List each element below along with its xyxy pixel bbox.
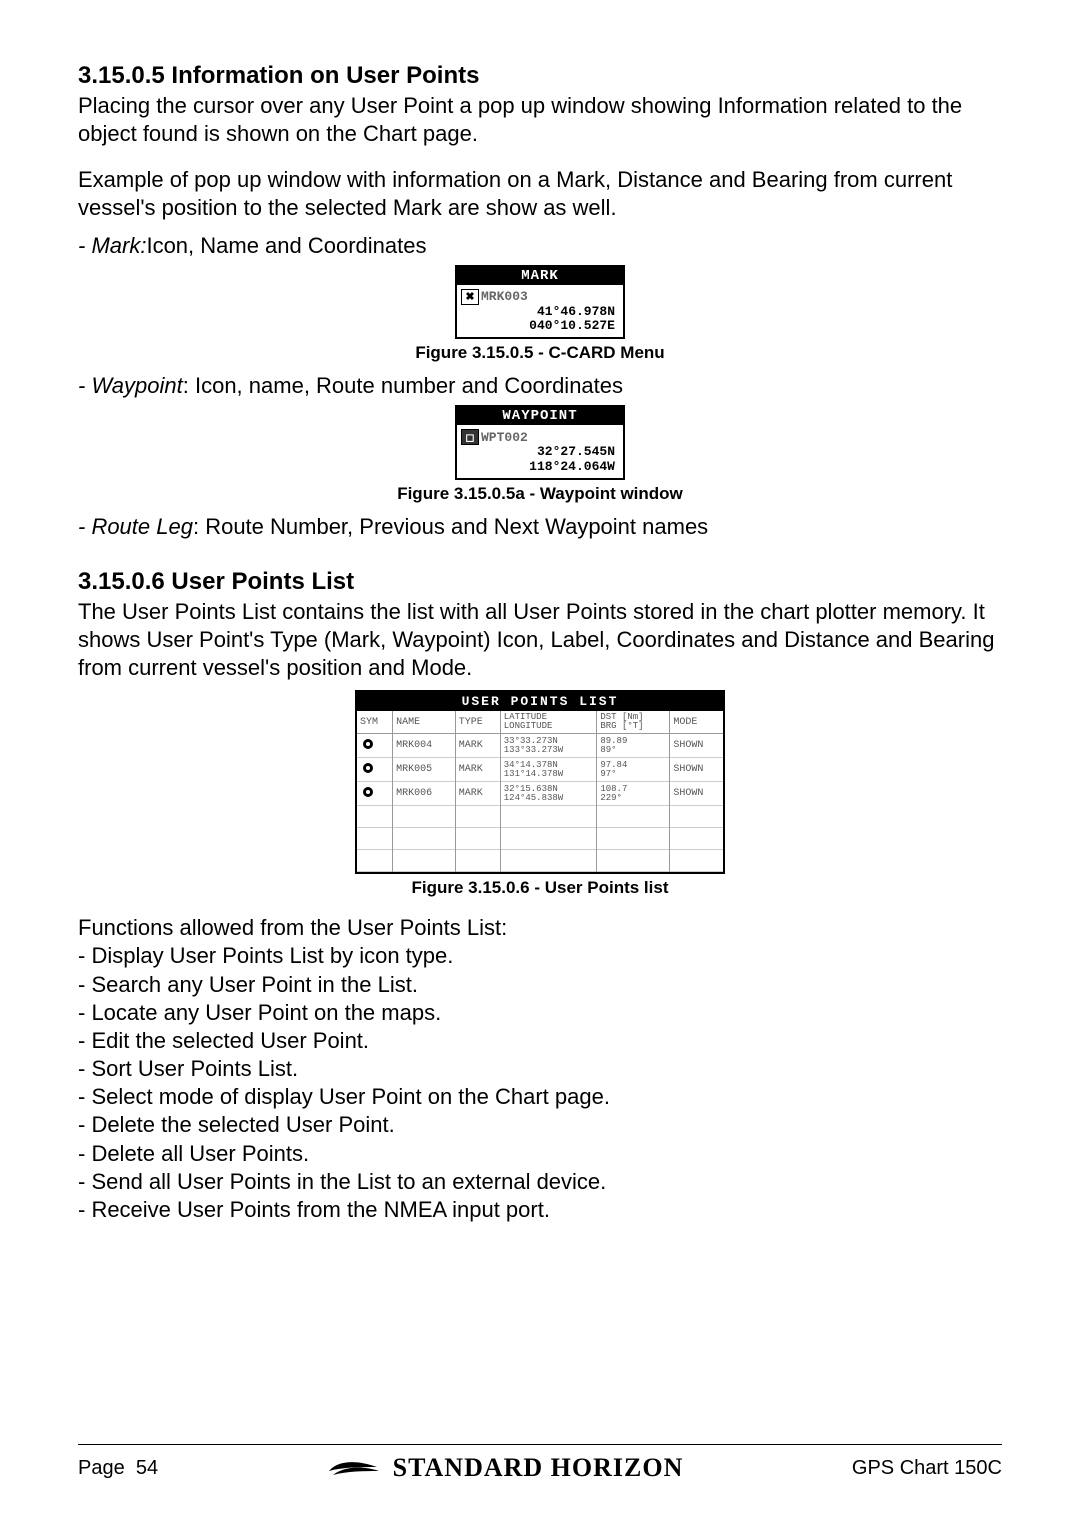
mark-popup-figure: MARK ✖ MRK003 41°46.978N 040°10.527E [455,265,625,340]
mark-popup-name: MRK003 [481,289,528,304]
list-item: - Receive User Points from the NMEA inpu… [78,1196,1002,1224]
footer-model: GPS Chart 150C [852,1457,1002,1480]
col-type: TYPE [455,711,500,734]
heading2-title: User Points List [171,568,354,595]
table-row: MRK005MARK34°14.378N131°14.378W97.8497°S… [357,758,723,782]
waypoint-popup-figure: WAYPOINT ◻ WPT002 32°27.545N 118°24.064W [455,405,625,480]
wp-popup-coord2: 118°24.064W [461,460,619,474]
table-row-empty [357,828,723,850]
page-footer: Page 54 STANDARD HORIZON GPS Chart 150C [78,1444,1002,1483]
section-heading-1: 3.15.0.5 Information on User Points [78,62,1002,90]
mark-bullet: - Mark:Icon, Name and Coordinates [78,233,1002,259]
list-item: - Select mode of display User Point on t… [78,1083,1002,1111]
col-mode: MODE [670,711,723,734]
cell-latlon: 32°15.638N124°45.838W [500,782,597,806]
list-item: - Delete the selected User Point. [78,1111,1002,1139]
mark-icon [360,736,376,752]
mark-desc: Icon, Name and Coordinates [146,233,426,258]
footer-brand: STANDARD HORIZON [327,1453,684,1483]
wp-desc: : Icon, name, Route number and Coordinat… [183,373,623,398]
fig3-caption: Figure 3.15.0.6 - User Points list [78,878,1002,898]
col-dstbrg: DST [Nm]BRG [°T] [597,711,670,734]
col-name: NAME [393,711,456,734]
mark-icon [360,784,376,800]
list-item: - Display User Points List by icon type. [78,942,1002,970]
cell-name: MRK004 [393,734,456,758]
heading-num: 3.15.0.5 [78,62,165,89]
cell-dstbrg: 89.8989° [597,734,670,758]
table-row-empty [357,806,723,828]
cell-type: MARK [455,758,500,782]
list-item: - Delete all User Points. [78,1140,1002,1168]
footer-page: Page 54 [78,1457,158,1480]
list-item: - Locate any User Point on the maps. [78,999,1002,1027]
mark-popup-coord2: 040°10.527E [461,319,619,333]
para-2: Example of pop up window with informatio… [78,166,1002,222]
fig1-caption: Figure 3.15.0.5 - C-CARD Menu [78,343,1002,363]
cell-dstbrg: 97.8497° [597,758,670,782]
table-row-empty [357,850,723,872]
mark-icon [360,760,376,776]
wp-popup-name: WPT002 [481,430,528,445]
col-sym: SYM [357,711,393,734]
upl-table: SYM NAME TYPE LATITUDELONGITUDE DST [Nm]… [357,711,723,872]
swoosh-icon [327,1457,381,1479]
footer-brand-text: STANDARD HORIZON [393,1453,684,1483]
cell-sym [357,734,393,758]
cell-type: MARK [455,734,500,758]
wp-term: - Waypoint [78,373,183,398]
cell-mode: SHOWN [670,782,723,806]
para-1: Placing the cursor over any User Point a… [78,92,1002,148]
table-row: MRK004MARK33°33.273N133°33.273W89.8989°S… [357,734,723,758]
list-item: - Edit the selected User Point. [78,1027,1002,1055]
list-item: - Send all User Points in the List to an… [78,1168,1002,1196]
table-row: MRK006MARK32°15.638N124°45.838W108.7229°… [357,782,723,806]
cell-name: MRK005 [393,758,456,782]
mark-popup-title: MARK [457,267,623,285]
upl-title: USER POINTS LIST [357,692,723,711]
cell-latlon: 34°14.378N131°14.378W [500,758,597,782]
cell-latlon: 33°33.273N133°33.273W [500,734,597,758]
cell-mode: SHOWN [670,758,723,782]
list-item: - Sort User Points List. [78,1055,1002,1083]
cell-mode: SHOWN [670,734,723,758]
rl-term: - Route Leg [78,514,193,539]
sec2-para1: The User Points List contains the list w… [78,598,1002,682]
rl-desc: : Route Number, Previous and Next Waypoi… [193,514,708,539]
list-item: - Search any User Point in the List. [78,971,1002,999]
mark-term: - Mark: [78,233,146,258]
cell-dstbrg: 108.7229° [597,782,670,806]
col-latlon: LATITUDELONGITUDE [500,711,597,734]
cell-type: MARK [455,782,500,806]
cell-sym [357,758,393,782]
waypoint-bullet: - Waypoint: Icon, name, Route number and… [78,373,1002,399]
x-icon: ✖ [461,289,479,305]
routeleg-bullet: - Route Leg: Route Number, Previous and … [78,514,1002,540]
wp-popup-title: WAYPOINT [457,407,623,425]
user-points-list-figure: USER POINTS LIST SYM NAME TYPE LATITUDEL… [355,690,725,874]
square-icon: ◻ [461,429,479,445]
heading-title: Information on User Points [171,62,479,89]
fig2-caption: Figure 3.15.0.5a - Waypoint window [78,484,1002,504]
cell-name: MRK006 [393,782,456,806]
func-intro: Functions allowed from the User Points L… [78,914,1002,942]
wp-popup-coord1: 32°27.545N [461,445,619,459]
section-heading-2: 3.15.0.6 User Points List [78,568,1002,596]
cell-sym [357,782,393,806]
mark-popup-coord1: 41°46.978N [461,305,619,319]
heading2-num: 3.15.0.6 [78,568,165,595]
